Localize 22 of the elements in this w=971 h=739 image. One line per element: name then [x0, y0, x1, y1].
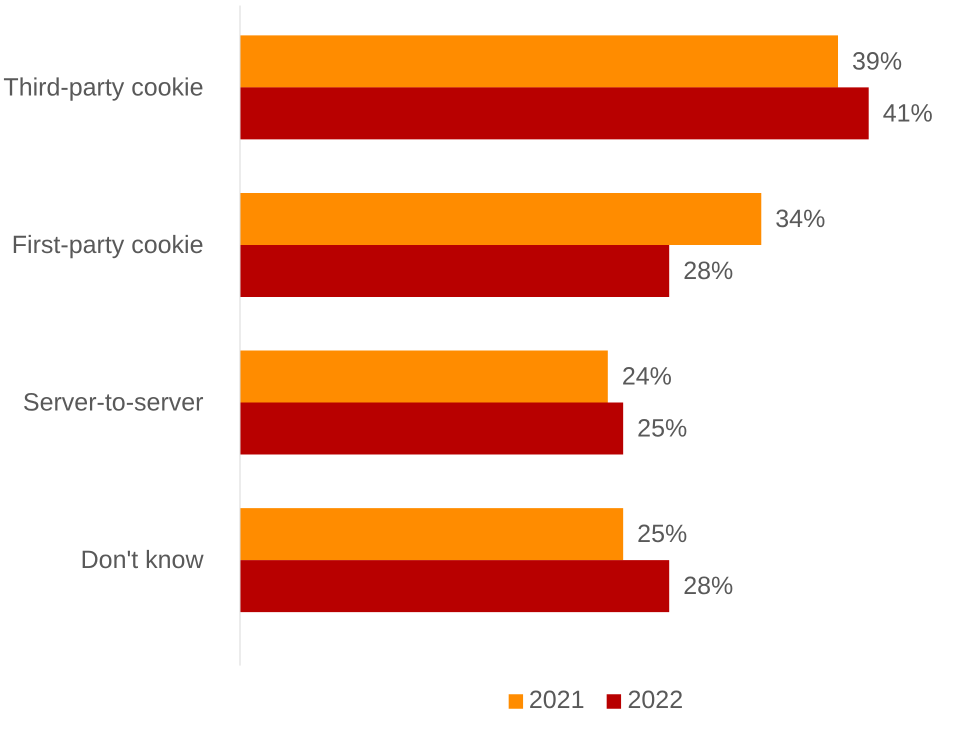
- data-label: 28%: [683, 572, 734, 600]
- data-label: 39%: [852, 47, 902, 76]
- bar: [240, 402, 624, 455]
- legend-label: 2022: [628, 686, 684, 715]
- data-label: 28%: [683, 256, 734, 285]
- bar: [240, 350, 608, 403]
- bar: [240, 508, 624, 560]
- data-label: 24%: [622, 362, 672, 391]
- data-label: 34%: [775, 204, 826, 233]
- y-tick-label: Third-party cookie: [3, 73, 204, 102]
- data-label: 25%: [637, 520, 688, 548]
- legend-label: 2021: [528, 686, 584, 715]
- bar: [240, 192, 762, 245]
- y-tick-label: Server-to-server: [22, 388, 204, 417]
- bar: [240, 35, 838, 88]
- bar: [240, 244, 670, 297]
- y-tick-label: First-party cookie: [12, 230, 204, 259]
- y-tick-label: Don't know: [80, 546, 204, 574]
- bar: [240, 560, 670, 612]
- data-label: 41%: [882, 99, 933, 128]
- bar: [240, 87, 869, 140]
- data-label: 25%: [637, 414, 688, 443]
